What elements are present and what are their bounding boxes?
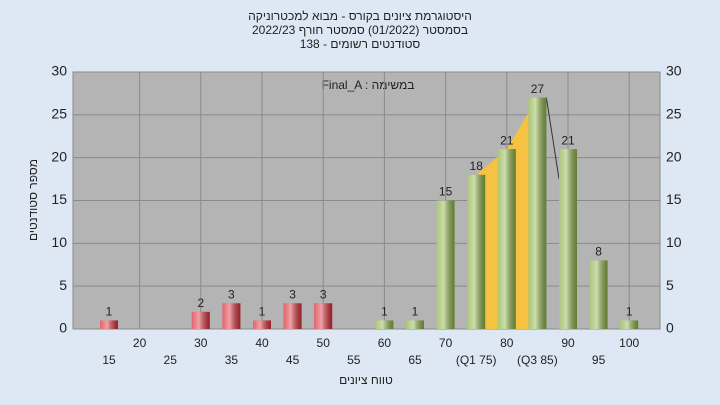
x-tick-label: 80 [500,336,514,350]
x-axis-label: טווח ציונים [339,373,393,387]
value-label: 18 [470,159,484,173]
y-axis-label: מספר סטודנטים [26,159,40,241]
x-tick-label: (Q3 85) [517,353,558,367]
y-tick-label: 25 [51,106,67,122]
annotation: Final_A : במשימה [322,78,415,92]
value-label: 1 [259,305,266,319]
value-label: 2 [197,296,204,310]
value-label: 1 [381,305,388,319]
value-label: 1 [626,305,633,319]
x-tick-label: 95 [592,353,606,367]
bar-shade [375,320,394,329]
value-label: 27 [531,82,545,96]
y-tick-label: 0 [59,320,67,336]
bar-shade [314,303,333,329]
quartile-edge [545,97,560,180]
x-tick-label: 15 [102,353,116,367]
x-tick-label: 45 [286,353,300,367]
x-tick-label: 50 [317,336,331,350]
bar-shade [283,303,302,329]
bar-shade [100,320,118,329]
bar-shade [406,320,424,329]
x-tick-label: 90 [561,336,575,350]
y2-tick-label: 15 [666,191,682,207]
y-tick-label: 15 [51,191,67,207]
bar-shade [528,97,547,329]
value-label: 8 [595,245,602,259]
x-tick-label: 25 [164,353,178,367]
bar-shade [191,311,210,329]
y2-tick-label: 25 [666,106,682,122]
bar-shade [253,320,271,329]
value-label: 3 [228,287,235,301]
value-label: 1 [106,305,113,319]
y-tick-label: 10 [51,234,67,250]
title-line: בסמסטר (01/2022) סמסטר חורף 2022/23 [252,23,468,37]
x-tick-label: 70 [439,336,453,350]
x-tick-label: 55 [347,353,361,367]
value-label: 21 [500,133,514,147]
y2-tick-label: 30 [666,63,682,79]
bar-shade [436,200,455,329]
x-tick-label: 30 [194,336,208,350]
bar-shade [497,149,516,329]
bar-shade [589,260,608,329]
x-tick-label: 65 [408,353,422,367]
value-label: 1 [412,305,419,319]
bar-shade [222,303,241,329]
bar-shade [559,149,577,329]
y-tick-label: 20 [51,148,67,164]
bar-shade [620,320,639,329]
y-tick-label: 5 [59,277,67,293]
x-tick-label: 60 [378,336,392,350]
title-line: סטודנטים רשומים - 138 [300,37,421,51]
y-tick-label: 30 [51,63,67,79]
x-tick-label: (Q1 75) [456,353,497,367]
y2-tick-label: 10 [666,234,682,250]
x-tick-label: 100 [619,336,639,350]
value-label: 3 [289,287,296,301]
x-tick-label: 20 [133,336,147,350]
y2-tick-label: 0 [666,320,674,336]
y2-tick-label: 20 [666,148,682,164]
title-line: היסטוגרמת ציונים בקורס - מבוא למכטרוניקה [248,9,472,23]
value-label: 3 [320,287,327,301]
y2-tick-label: 5 [666,277,674,293]
x-tick-label: 40 [255,336,269,350]
bar-shade [467,174,486,329]
x-tick-label: 35 [225,353,239,367]
value-label: 15 [439,185,453,199]
value-label: 21 [561,133,575,147]
